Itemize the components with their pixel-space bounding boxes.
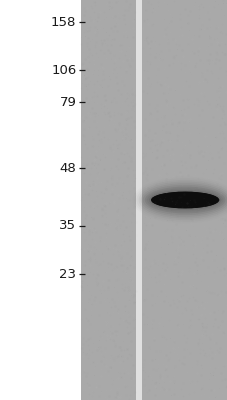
Ellipse shape — [155, 194, 214, 206]
Ellipse shape — [153, 192, 216, 208]
Ellipse shape — [158, 195, 210, 205]
Ellipse shape — [154, 193, 215, 207]
Ellipse shape — [150, 192, 218, 208]
Ellipse shape — [160, 195, 209, 205]
Ellipse shape — [151, 192, 218, 208]
Ellipse shape — [150, 192, 218, 208]
Ellipse shape — [155, 193, 214, 207]
Ellipse shape — [151, 192, 217, 208]
Text: 48: 48 — [59, 162, 76, 174]
Ellipse shape — [142, 185, 227, 215]
Ellipse shape — [161, 196, 207, 204]
Text: 23: 23 — [59, 268, 76, 280]
Ellipse shape — [144, 186, 225, 214]
Ellipse shape — [159, 195, 209, 205]
Ellipse shape — [146, 188, 222, 212]
Ellipse shape — [155, 194, 213, 206]
Ellipse shape — [148, 190, 220, 210]
Ellipse shape — [156, 194, 213, 206]
Bar — [81, 0, 135, 400]
Bar — [135, 0, 142, 400]
Ellipse shape — [140, 183, 227, 217]
Ellipse shape — [152, 192, 217, 208]
Text: 106: 106 — [51, 64, 76, 76]
Bar — [142, 0, 227, 400]
Ellipse shape — [157, 194, 212, 206]
Text: 158: 158 — [51, 16, 76, 28]
Ellipse shape — [161, 196, 208, 204]
Text: 79: 79 — [59, 96, 76, 108]
Ellipse shape — [156, 194, 212, 206]
Ellipse shape — [152, 192, 217, 208]
Ellipse shape — [158, 194, 211, 206]
Ellipse shape — [160, 196, 208, 204]
Ellipse shape — [159, 195, 210, 205]
Ellipse shape — [154, 193, 215, 207]
Text: 35: 35 — [59, 220, 76, 232]
Ellipse shape — [158, 194, 211, 206]
Ellipse shape — [153, 193, 215, 207]
